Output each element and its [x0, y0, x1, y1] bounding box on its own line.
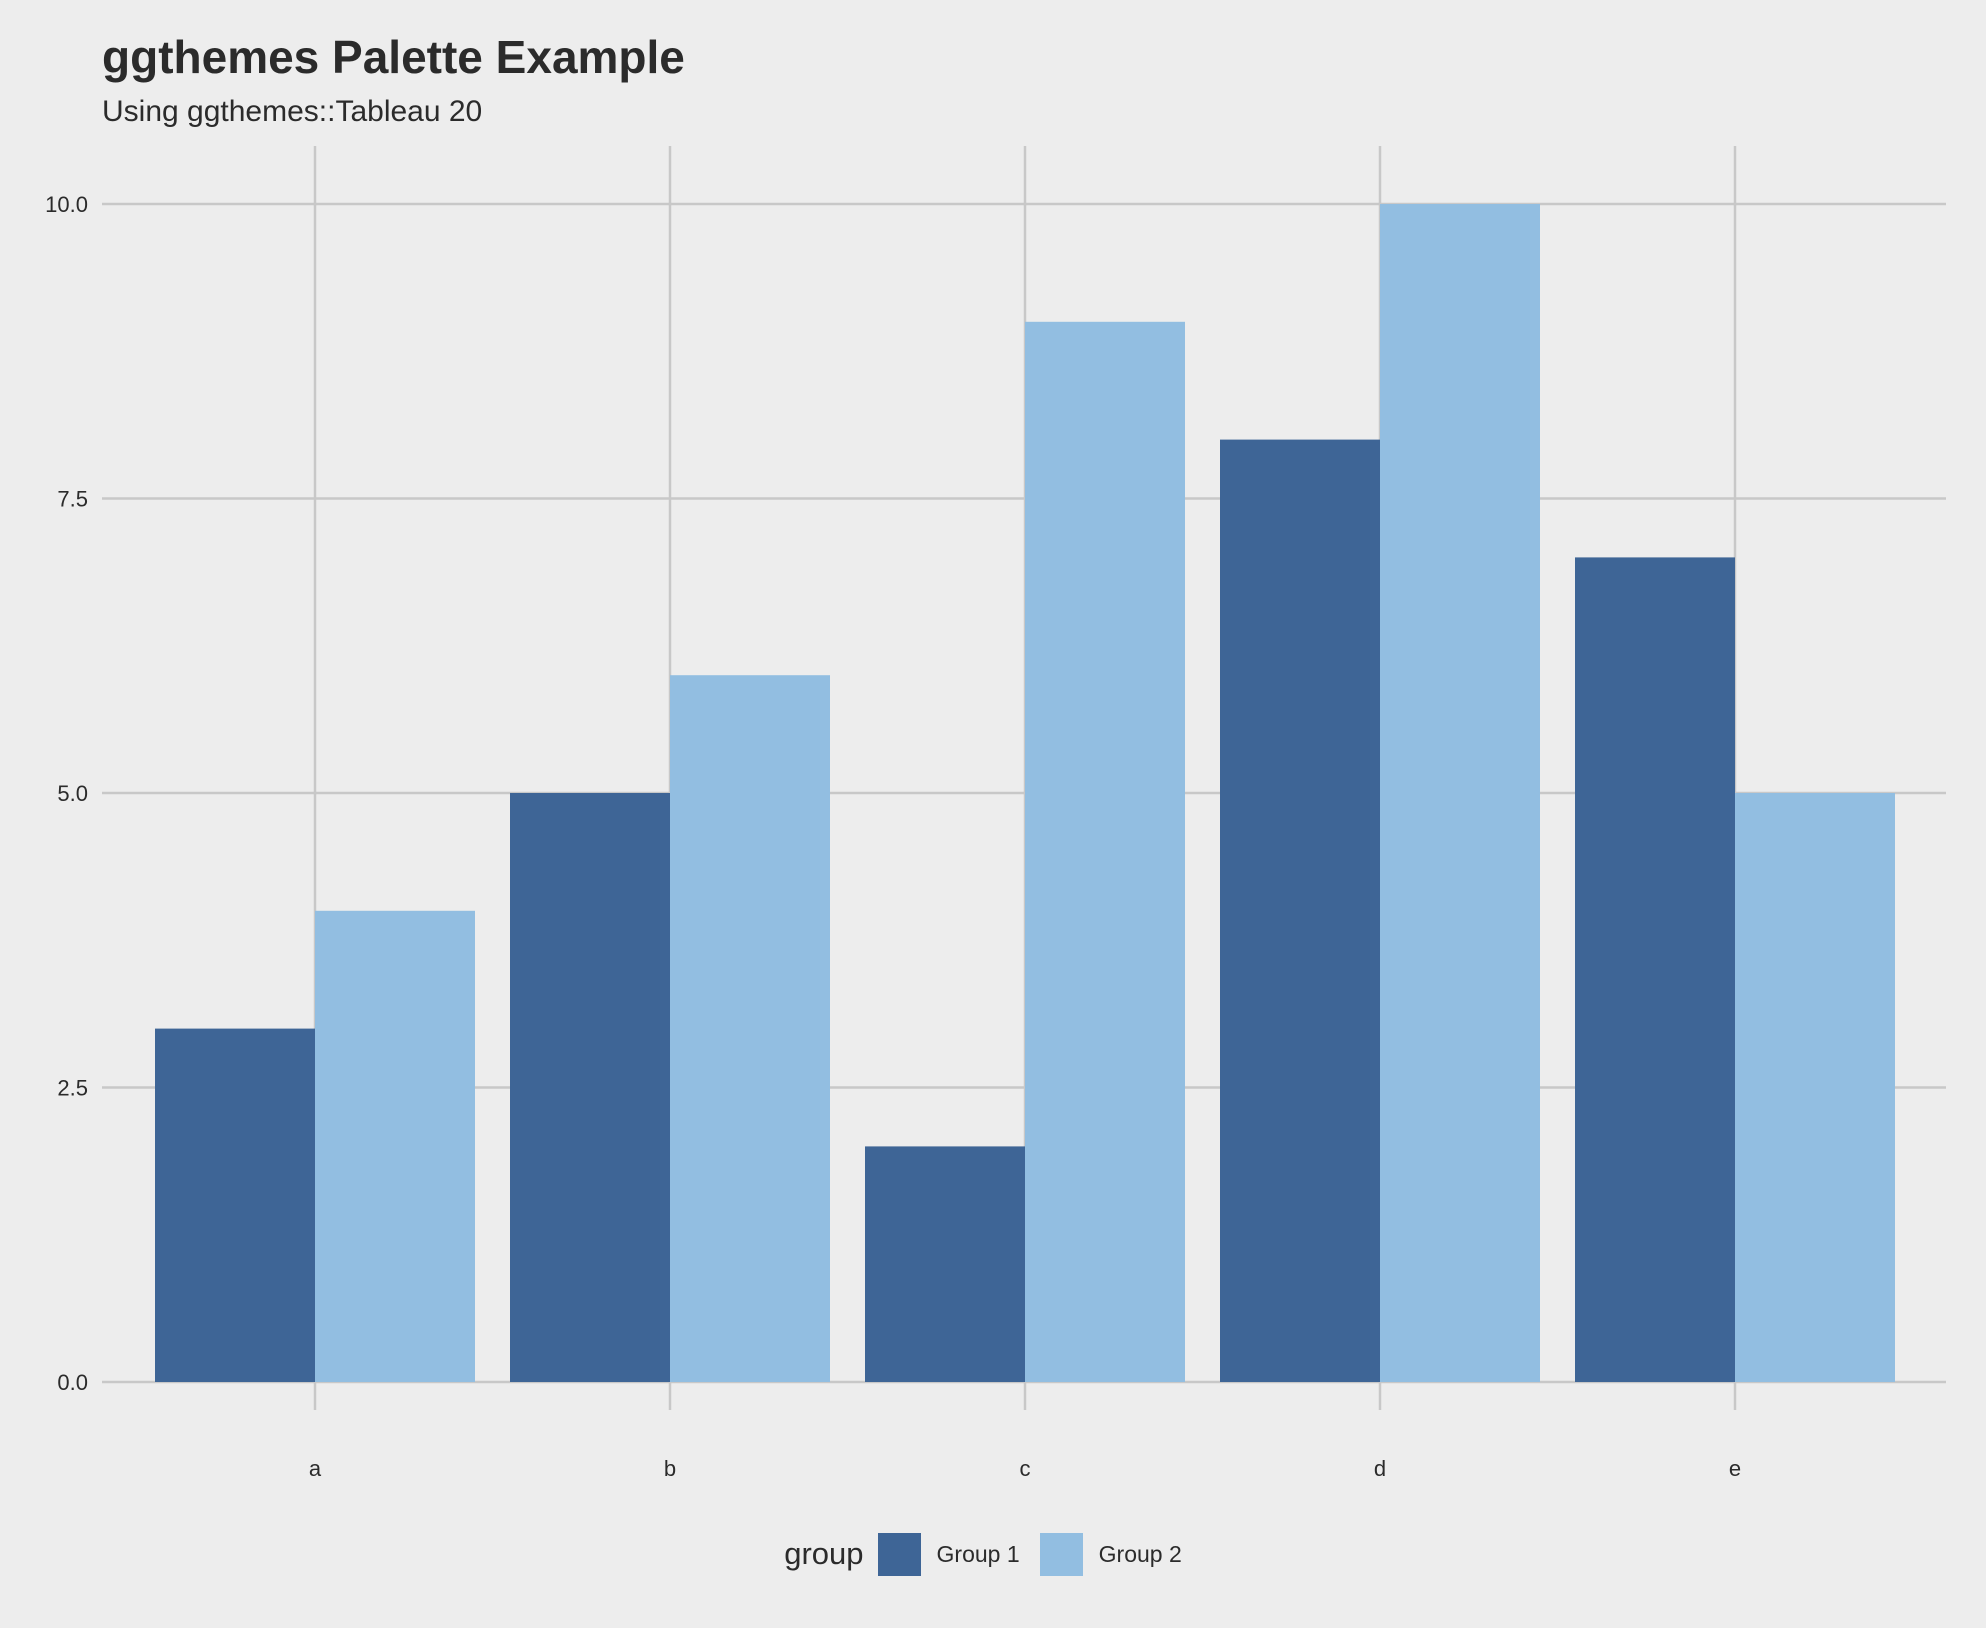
legend-item-group-1: Group 1	[877, 1532, 1020, 1576]
y-tick-label: 7.5	[57, 487, 88, 512]
bar-1-a	[155, 1028, 315, 1382]
x-tick-label: b	[664, 1456, 676, 1481]
bar-1-e	[1575, 557, 1735, 1382]
x-tick-label: c	[1020, 1456, 1031, 1481]
bar-2-c	[1025, 321, 1185, 1382]
bar-2-a	[315, 910, 475, 1382]
bar-2-b	[670, 675, 830, 1382]
y-tick-label: 5.0	[57, 781, 88, 806]
chart-title: ggthemes Palette Example	[102, 31, 685, 83]
x-tick-label: e	[1729, 1456, 1741, 1481]
y-tick-label: 2.5	[57, 1076, 88, 1101]
legend: group Group 1 Group 2	[0, 1524, 1986, 1584]
legend-swatch-group-2	[1039, 1532, 1083, 1576]
legend-item-group-2: Group 2	[1039, 1532, 1182, 1576]
bar-1-c	[865, 1146, 1025, 1382]
legend-label-group-2: Group 2	[1098, 1540, 1182, 1567]
bar-2-d	[1380, 204, 1540, 1382]
x-tick-label: d	[1374, 1456, 1386, 1481]
bar-1-b	[510, 793, 670, 1382]
y-axis-tick-labels: 0.0 2.5 5.0 7.5 10.0	[45, 192, 88, 1395]
x-tick-label: a	[309, 1456, 322, 1481]
legend-label-group-1: Group 1	[936, 1540, 1020, 1567]
legend-swatch-group-1	[877, 1532, 921, 1576]
x-axis-tick-labels: a b c d e	[309, 1456, 1741, 1481]
y-tick-label: 0.0	[57, 1370, 88, 1395]
bar-2-e	[1735, 793, 1895, 1382]
legend-title: group	[784, 1536, 864, 1571]
bars	[155, 204, 1895, 1383]
chart-subtitle: Using ggthemes::Tableau 20	[102, 95, 483, 128]
bar-1-d	[1220, 439, 1380, 1383]
y-tick-label: 10.0	[45, 192, 88, 217]
